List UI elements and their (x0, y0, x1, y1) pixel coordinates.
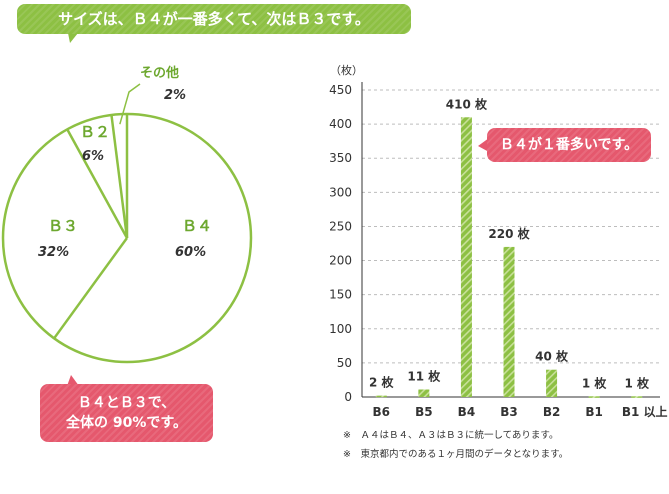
pie-chart: Ｂ４ 60% Ｂ３ 32% Ｂ２ 6% その他 2% (1, 65, 253, 364)
pie-slice-divider (53, 237, 129, 340)
pie-callout: Ｂ４とＢ３で、 全体の 90%です。 (40, 384, 213, 442)
bar-data-label: 11 枚 (407, 368, 441, 383)
bar-callout-tail (478, 138, 489, 152)
note-1: ※ Ａ４はＢ４、Ａ３はＢ３に統一してあります。 (343, 430, 559, 441)
y-tick-label: 200 (329, 254, 352, 268)
x-tick-label: B1 (585, 405, 603, 419)
x-tick-label: B1 以上 (622, 404, 668, 419)
bar-data-label: 1 枚 (624, 375, 650, 390)
y-tick-label: 100 (329, 322, 352, 336)
pie-slice-name: Ｂ３ (48, 217, 78, 235)
x-tick-label: B4 (458, 405, 476, 419)
headline-callout: サイズは、Ｂ４が一番多くて、次はＢ３です。 (17, 4, 411, 34)
bar (631, 396, 643, 398)
y-axis-label: （枚） (330, 63, 363, 77)
bar-chart: 0 50 100 150 200 250 300 350 400 450 （枚） 2 枚 B6 11 枚 B… (329, 63, 667, 419)
bar (418, 389, 430, 397)
y-tick-label: 250 (329, 219, 352, 233)
headline-callout-tail (68, 33, 78, 43)
bar (375, 395, 387, 398)
bar-data-label: 410 枚 (446, 96, 488, 111)
pie-callout-tail (67, 375, 79, 386)
bar-data-label: 2 枚 (369, 375, 395, 390)
pie-callout-line2: 全体の 90%です。 (66, 415, 187, 431)
y-tick-label: 400 (329, 117, 352, 131)
pie-slice-name: Ｂ２ (80, 123, 110, 141)
pie-leader-line (119, 83, 141, 125)
bar (588, 396, 600, 398)
pie-slice-percent: 6% (82, 149, 104, 164)
y-tick-label: 350 (329, 151, 352, 165)
pie-slice-percent: 60% (175, 245, 206, 260)
x-tick-label: B5 (415, 405, 433, 419)
pie-slice-divider (66, 128, 129, 239)
bar (503, 246, 515, 397)
pie-slice-name: その他 (140, 65, 179, 81)
bar-callout: Ｂ４が１番多いです。 (487, 128, 651, 162)
y-tick-label: 150 (329, 288, 352, 302)
x-tick-label: B6 (373, 405, 391, 419)
pie-callout-line1: Ｂ４とＢ３で、 (77, 395, 176, 411)
bar (460, 117, 472, 398)
y-tick-label: 50 (337, 356, 352, 370)
pie-slice-name: Ｂ４ (182, 217, 212, 235)
x-tick-label: B2 (543, 405, 561, 419)
bar-data-label: 1 枚 (582, 375, 608, 390)
y-tick-label: 300 (329, 185, 352, 199)
pie-slice-divider (110, 114, 129, 239)
pie-slice-percent: 32% (38, 245, 69, 260)
y-tick-label: 450 (329, 83, 352, 97)
pie-slice-percent: 2% (164, 88, 186, 103)
note-2: ※ 東京都内でのある１ヶ月間のデータとなります。 (343, 449, 569, 460)
x-tick-label: B3 (500, 405, 518, 419)
bar-data-label: 40 枚 (535, 349, 569, 364)
y-tick-label: 0 (344, 390, 352, 404)
bar-data-label: 220 枚 (488, 226, 530, 241)
bar (546, 369, 558, 397)
